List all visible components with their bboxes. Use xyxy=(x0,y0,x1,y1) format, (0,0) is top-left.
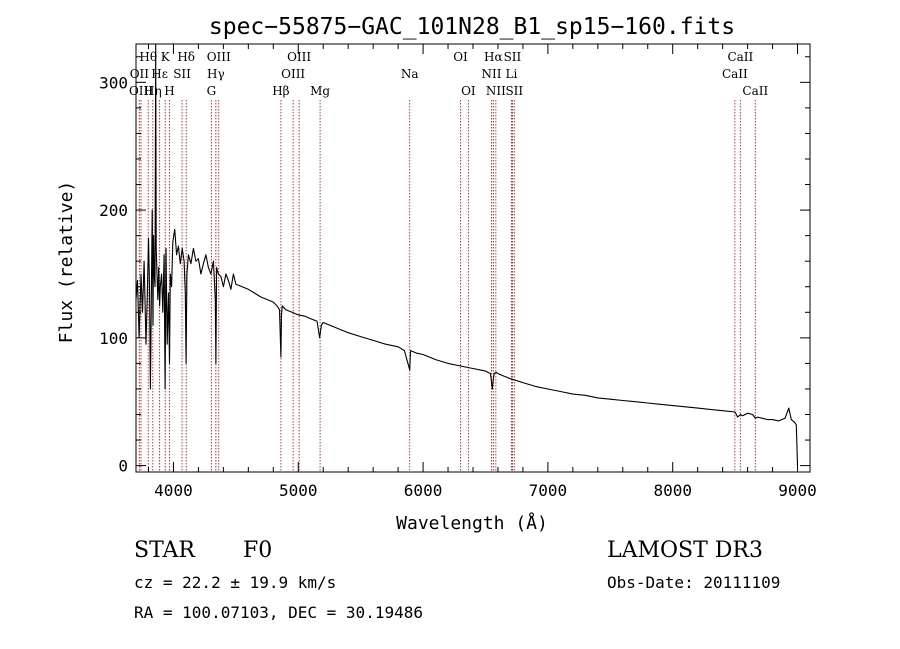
line-marker-label-26: CaII xyxy=(722,67,748,81)
x-tick-label-2: 6000 xyxy=(404,481,443,500)
y-tick-label-2: 200 xyxy=(99,201,128,220)
line-marker-label-24: SII xyxy=(505,84,523,98)
line-marker-label-13: OIII xyxy=(281,67,305,81)
line-marker-label-22: SII xyxy=(504,50,522,64)
line-marker-label-9: OIII xyxy=(207,50,231,64)
line-marker-label-10: Hγ xyxy=(207,67,225,81)
x-tick-label-5: 9000 xyxy=(778,481,817,500)
redshift-value: cz = 22.2 ± 19.9 km/s xyxy=(134,573,337,592)
x-tick-label-0: 4000 xyxy=(154,481,193,500)
y-tick-label-1: 100 xyxy=(99,329,128,348)
line-marker-label-2: OIII xyxy=(129,84,153,98)
line-marker-label-27: CaII xyxy=(742,84,768,98)
line-marker-label-23: Li xyxy=(506,67,518,81)
x-axis-label: Wavelength (Å) xyxy=(396,512,548,534)
line-marker-label-7: SII xyxy=(173,67,191,81)
line-marker-label-20: NII xyxy=(481,67,501,81)
line-marker-label-1: OII xyxy=(130,67,150,81)
line-marker-label-8: Hδ xyxy=(177,50,195,64)
obs-date: Obs-Date: 20111109 xyxy=(607,573,781,592)
line-marker-label-5: K xyxy=(161,50,171,64)
line-marker-label-4: Hε xyxy=(151,67,168,81)
survey-name: LAMOST DR3 xyxy=(607,538,763,563)
object-subclass: F0 xyxy=(243,538,273,563)
line-marker-label-3: Hη xyxy=(144,84,162,98)
line-marker-label-12: OIII xyxy=(287,50,311,64)
y-tick-label-0: 0 xyxy=(118,457,128,476)
line-marker-label-19: Hα xyxy=(484,50,503,64)
y-tick-label-3: 300 xyxy=(99,73,128,92)
line-marker-label-25: CaII xyxy=(727,50,753,64)
series-line-0 xyxy=(135,43,799,466)
x-tick-label-3: 7000 xyxy=(529,481,568,500)
coordinates: RA = 100.07103, DEC = 30.19486 xyxy=(134,603,423,622)
line-marker-label-15: Mg xyxy=(310,84,330,98)
axis-ticks: 4000 5000 6000 7000 8000 9000 0 100 200 300 xyxy=(99,44,817,500)
line-marker-label-6: H xyxy=(164,84,174,98)
line-marker-label-11: G xyxy=(207,84,217,98)
object-class: STAR xyxy=(134,538,195,563)
plot-frame xyxy=(135,43,811,473)
x-tick-label-1: 5000 xyxy=(279,481,318,500)
line-marker-label-18: OI xyxy=(461,84,476,98)
line-marker-label-14: Hβ xyxy=(272,84,289,98)
line-marker-label-0: Hθ xyxy=(139,50,157,64)
data-layer xyxy=(135,43,799,466)
y-axis-label: Flux (relative) xyxy=(56,181,77,344)
line-marker-label-21: NII xyxy=(486,84,506,98)
line-marker-label-17: OI xyxy=(453,50,468,64)
line-marker-label-16: Na xyxy=(401,67,419,81)
x-tick-label-4: 8000 xyxy=(653,481,692,500)
chart-title: spec−55875−GAC_101N28_B1_sp15−160.fits xyxy=(209,14,735,40)
